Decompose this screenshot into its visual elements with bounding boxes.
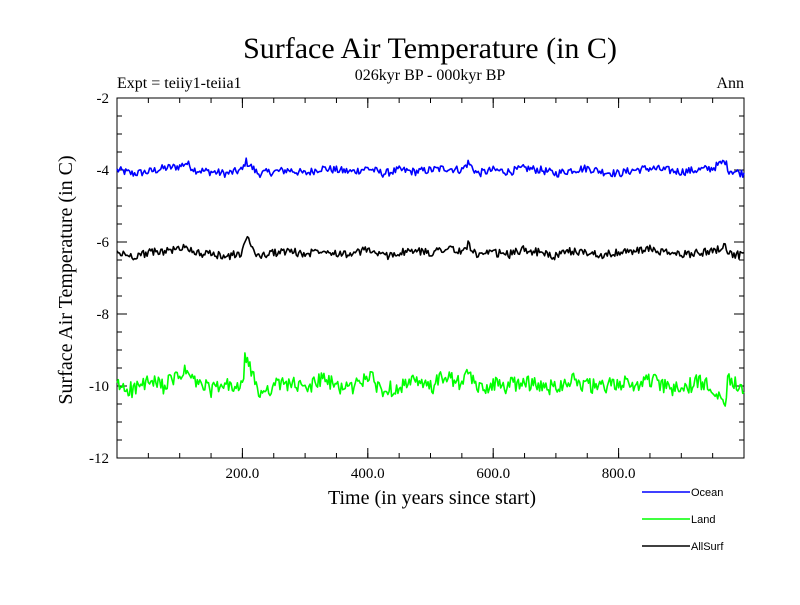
x-tick-label: 400.0 [351,466,385,482]
y-tick-label: -4 [97,163,110,179]
legend: Ocean Land AllSurf [642,487,724,553]
chart-title: Surface Air Temperature (in C) [243,32,617,65]
period-label: Ann [716,75,744,92]
plot-area: 200.0 400.0 600.0 800.0 -2 -4 -6 -8 -10 -12 [89,91,745,482]
y-axis-label: Surface Air Temperature (in C) [55,155,77,404]
y-tick-label: -6 [97,235,110,251]
y-tick-label: -2 [97,91,110,107]
legend-label-land: Land [691,514,715,526]
y-tick-label: -8 [97,307,110,323]
x-tick-label: 200.0 [226,466,260,482]
chart-subtitle: 026kyr BP - 000kyr BP [355,67,506,84]
x-tick-label: 600.0 [476,466,510,482]
y-tick-label: -10 [89,379,109,395]
x-tick-label: 800.0 [602,466,636,482]
series-line-land [116,352,745,407]
series-line-ocean [116,157,745,179]
series-line-allsurf [116,235,745,261]
y-tick-label: -12 [89,451,109,467]
legend-label-ocean: Ocean [691,487,723,499]
x-axis-label: Time (in years since start) [328,487,536,509]
legend-label-allsurf: AllSurf [691,541,724,553]
plot-frame [116,97,745,459]
experiment-label: Expt = teiiy1-teiia1 [117,75,242,92]
